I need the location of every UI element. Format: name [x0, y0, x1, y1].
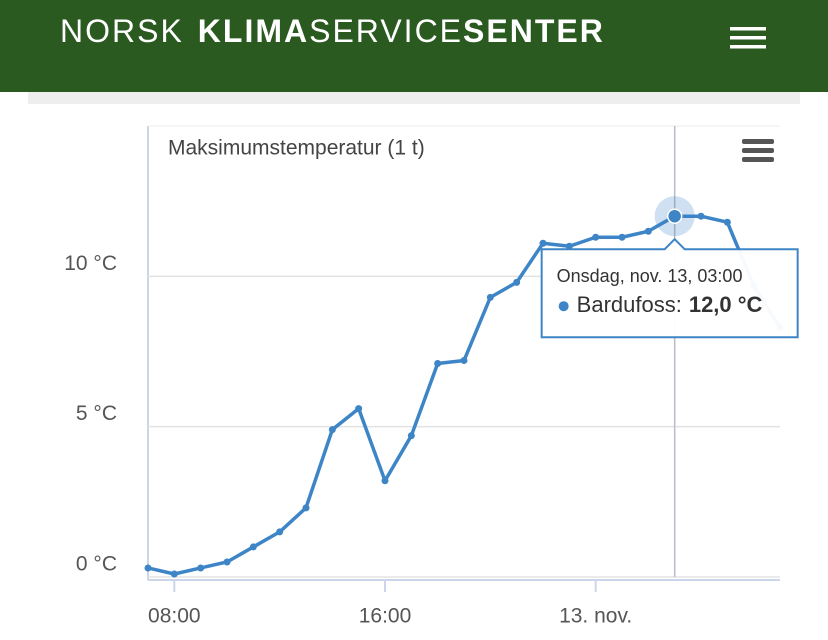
- point: [434, 360, 442, 368]
- point: [666, 208, 683, 224]
- point: [249, 543, 257, 551]
- point: [407, 432, 415, 440]
- tooltip: Onsdag, nov. 13, 03:00 Bardufoss: 12,0 °C: [540, 237, 799, 339]
- x-tick-label: 13. nov.: [559, 605, 632, 628]
- point: [513, 278, 521, 286]
- point: [302, 504, 310, 512]
- point: [644, 227, 652, 235]
- tooltip-box: [540, 237, 799, 339]
- plot: 0 °C 5 °C 10 °C 08:00 16:00 13. nov. Onsdag, n…: [64, 126, 799, 628]
- point: [697, 212, 705, 220]
- point: [223, 558, 231, 566]
- menu-bar: [730, 27, 766, 31]
- point: [539, 239, 547, 247]
- header-shadow: [28, 92, 800, 104]
- point: [381, 477, 389, 485]
- brand[interactable]: NORSK KLIMASERVICESENTER: [60, 13, 605, 49]
- tooltip-value: 12,0 °C: [689, 292, 763, 317]
- point: [723, 218, 731, 226]
- point: [486, 293, 494, 301]
- tooltip-series: Bardufoss:: [577, 292, 682, 317]
- header-bar: [0, 0, 828, 92]
- tooltip-text: Bardufoss: 12,0 °C: [577, 292, 763, 317]
- x-tick-label: 16:00: [359, 605, 412, 628]
- point: [355, 405, 363, 413]
- point: [460, 357, 468, 365]
- brand-part: SENTER: [463, 13, 605, 49]
- point: [592, 233, 600, 241]
- menu-bar: [742, 139, 774, 144]
- menu-bar: [742, 148, 774, 153]
- point: [565, 242, 573, 250]
- y-tick-label: 0 °C: [76, 553, 117, 576]
- tooltip-title: Onsdag, nov. 13, 03:00: [557, 266, 743, 286]
- point: [328, 426, 336, 434]
- point: [170, 570, 178, 578]
- point: [144, 564, 152, 572]
- brand-part: SERVICE: [309, 13, 463, 49]
- menu-bar: [730, 36, 766, 40]
- point: [276, 528, 284, 536]
- menu-button[interactable]: [730, 27, 766, 49]
- y-tick-label: 10 °C: [64, 252, 117, 275]
- y-tick-label: 5 °C: [76, 402, 117, 425]
- menu-bar: [730, 45, 766, 49]
- x-tick-label: 08:00: [148, 605, 201, 628]
- brand-part: NORSK: [60, 13, 184, 49]
- chart-title: Maksimumstemperatur (1 t): [168, 137, 425, 160]
- menu-bar: [742, 157, 774, 162]
- brand-part: KLIMA: [198, 13, 309, 49]
- point: [197, 564, 205, 572]
- tooltip-dot: [558, 301, 569, 312]
- point: [618, 233, 626, 241]
- chart-menu[interactable]: [742, 139, 774, 162]
